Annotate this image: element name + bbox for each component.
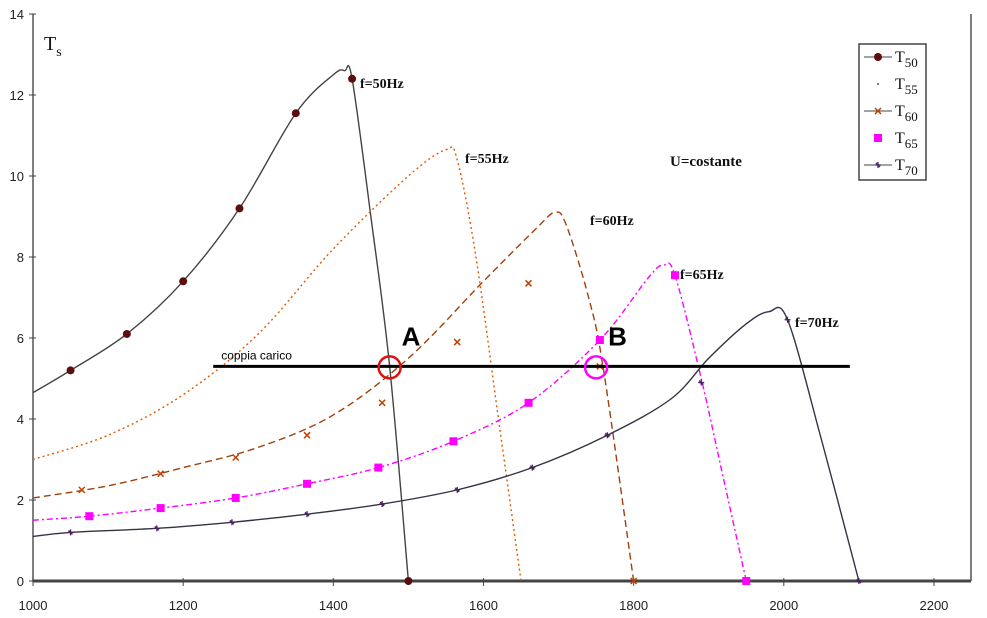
data-point bbox=[303, 479, 312, 488]
data-point bbox=[630, 577, 638, 585]
series-60: f=60Hz bbox=[32, 211, 638, 585]
series-65: f=65Hz bbox=[32, 262, 751, 585]
legend-item-50: T50 bbox=[864, 49, 918, 70]
series-line-55 bbox=[32, 146, 522, 582]
x-tick-label: 1800 bbox=[619, 598, 648, 613]
data-point bbox=[66, 366, 75, 375]
legend: T50 T55 T60 T65 T70 bbox=[858, 43, 927, 181]
x-tick-label: 1400 bbox=[319, 598, 348, 613]
y-tick-label: 2 bbox=[17, 493, 24, 508]
data-point bbox=[85, 512, 94, 521]
data-point bbox=[153, 525, 160, 532]
series-55: f=55Hz bbox=[32, 146, 522, 582]
x-tick-label: 1000 bbox=[19, 598, 48, 613]
legend-marker bbox=[877, 83, 879, 85]
series-50: f=50Hz bbox=[32, 65, 413, 585]
y-tick-label: 6 bbox=[17, 331, 24, 346]
data-point bbox=[122, 329, 131, 338]
data-point bbox=[303, 431, 311, 439]
data-point bbox=[179, 277, 188, 286]
data-point bbox=[524, 279, 533, 287]
series-line-50 bbox=[32, 65, 410, 582]
legend-label: T50 bbox=[895, 49, 918, 70]
legend-marker bbox=[874, 107, 882, 115]
curve-label-50: f=50Hz bbox=[360, 77, 404, 92]
data-point bbox=[379, 501, 386, 508]
data-point bbox=[78, 486, 86, 494]
operating-point-B bbox=[583, 355, 609, 380]
data-point bbox=[449, 437, 458, 446]
x-tick-label: 1600 bbox=[469, 598, 498, 613]
legend-label: T55 bbox=[895, 76, 918, 97]
data-point bbox=[698, 379, 705, 386]
series-line-65 bbox=[32, 262, 747, 582]
data-point bbox=[67, 529, 74, 536]
legend-marker bbox=[875, 162, 881, 168]
curve-label-65: f=65Hz bbox=[680, 268, 724, 283]
legend-marker bbox=[874, 53, 882, 61]
load-torque-label: coppia carico bbox=[221, 348, 292, 362]
annotation-u-costante: U=costante bbox=[670, 154, 742, 170]
data-point bbox=[404, 577, 413, 585]
y-tick-label: 8 bbox=[17, 250, 24, 265]
data-point bbox=[855, 578, 862, 584]
x-tick-label: 2200 bbox=[919, 598, 948, 613]
y-tick-label: 12 bbox=[10, 88, 24, 103]
data-point bbox=[453, 338, 461, 346]
legend-marker bbox=[874, 134, 882, 142]
operating-point-A bbox=[377, 355, 402, 380]
legend-label: T60 bbox=[895, 103, 918, 124]
legend-label: T65 bbox=[895, 130, 918, 151]
curve-label-70: f=70Hz bbox=[795, 316, 839, 331]
series-line-60 bbox=[32, 211, 635, 582]
legend-item-65: T65 bbox=[874, 130, 918, 151]
data-point bbox=[235, 204, 244, 213]
legend-item-55: T55 bbox=[877, 76, 918, 97]
legend-label: T70 bbox=[895, 157, 918, 178]
legend-item-70: T70 bbox=[864, 157, 918, 178]
y-tick-label: 10 bbox=[10, 169, 24, 184]
operating-point-label-B: B bbox=[608, 321, 627, 351]
y-tick-label: 0 bbox=[17, 574, 24, 589]
x-tick-label: 2000 bbox=[769, 598, 798, 613]
data-point bbox=[374, 463, 383, 472]
data-point bbox=[348, 74, 357, 83]
curve-label-60: f=60Hz bbox=[590, 214, 634, 229]
data-point bbox=[784, 316, 791, 323]
data-point bbox=[378, 399, 386, 407]
x-tick-label: 1200 bbox=[169, 598, 198, 613]
data-point bbox=[232, 453, 240, 462]
data-point bbox=[670, 271, 679, 280]
data-point bbox=[604, 432, 611, 439]
y-tick-label: 4 bbox=[17, 412, 24, 427]
data-point bbox=[291, 109, 300, 118]
curve-label-55: f=55Hz bbox=[465, 152, 509, 167]
legend-item-60: T60 bbox=[864, 103, 918, 124]
y-tick-label: 14 bbox=[10, 7, 24, 22]
data-point bbox=[524, 398, 533, 407]
data-point bbox=[529, 464, 536, 471]
data-point bbox=[231, 493, 240, 502]
y-axis-label: Ts bbox=[44, 33, 62, 60]
data-point bbox=[454, 486, 461, 493]
data-point bbox=[228, 519, 235, 526]
data-point bbox=[157, 470, 165, 478]
data-point bbox=[156, 504, 165, 513]
data-point bbox=[304, 511, 311, 518]
data-point bbox=[742, 577, 751, 585]
data-point bbox=[595, 336, 604, 345]
operating-point-label-A: A bbox=[402, 321, 421, 351]
series-70: f=70Hz bbox=[32, 306, 862, 584]
